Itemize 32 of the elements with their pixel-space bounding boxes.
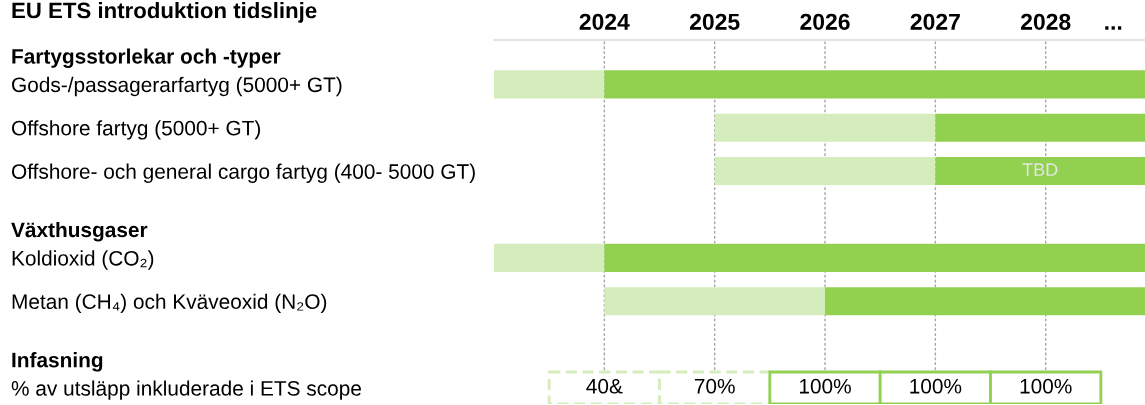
- y-tick-label: Växthusgaser: [11, 221, 148, 242]
- y-tick-label: Koldioxid (CO₂): [12, 250, 154, 270]
- bar: [604, 243, 1145, 272]
- annotation: 70%: [694, 378, 735, 394]
- bar: [604, 287, 826, 316]
- y-tick-label: Offshore- och general cargo fartyg (400- 5000 GT): [11, 163, 475, 183]
- y-tick-label: Offshore fartyg (5000+ GT): [11, 120, 261, 140]
- x-tick-label: 2025: [689, 13, 740, 30]
- x-tick-label: 2024: [579, 13, 630, 30]
- annotation: 100%: [799, 378, 851, 394]
- y-tick-label: % av utsläpp inkluderade i ETS scope: [11, 380, 361, 400]
- x-tick-label: 2028: [1021, 13, 1071, 30]
- x-tick-label: 2027: [910, 13, 960, 30]
- bar: [825, 287, 1145, 316]
- bar: [935, 113, 1145, 142]
- annotation: 100%: [1020, 378, 1072, 394]
- bar: [494, 70, 605, 99]
- y-tick-label: Infasning: [12, 352, 103, 372]
- bar: [714, 113, 936, 142]
- y-tick-label: Metan (CH₄) och Kväveoxid (N₂O): [12, 293, 327, 314]
- bar: [604, 70, 1145, 99]
- y-tick-label: Gods-/passagerarfartyg (5000+ GT): [12, 76, 342, 97]
- text: EU ETS introduktion tidslinje: [12, 2, 317, 23]
- x-tick-label: 2026: [800, 13, 850, 30]
- data-label: TBD: [1022, 163, 1058, 176]
- bar: [714, 157, 936, 186]
- text: ...: [1105, 26, 1122, 30]
- bar: [494, 243, 605, 272]
- annotation: 100%: [910, 378, 962, 394]
- annotation: 40&: [586, 378, 623, 394]
- y-tick-label: Fartygsstorlekar och -typer: [12, 48, 281, 68]
- bar: [935, 157, 1145, 186]
